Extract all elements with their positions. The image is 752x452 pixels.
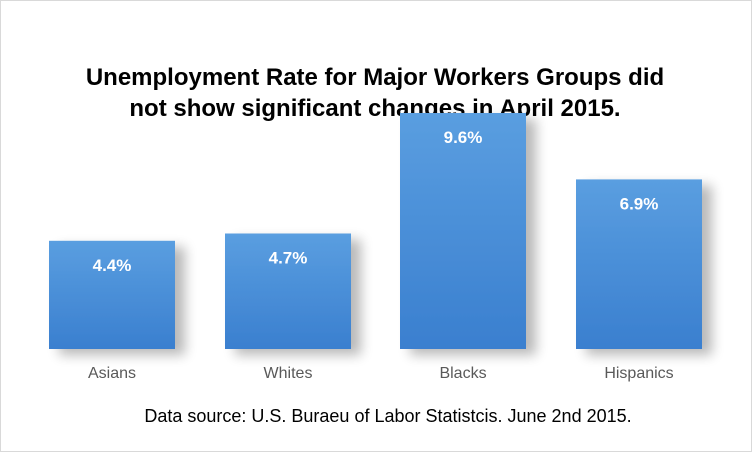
data-label-whites: 4.7% [269, 249, 308, 268]
chart-title-line-1: Unemployment Rate for Major Workers Grou… [85, 64, 665, 91]
bars-group [49, 113, 702, 349]
chart-title-line-2: not show significant changes in April 20… [129, 95, 621, 122]
x-tick-label-asians: Asians [88, 365, 136, 382]
x-tick-label-whites: Whites [264, 365, 313, 382]
data-label-hispanics: 6.9% [620, 194, 659, 213]
bar-hispanics [576, 179, 702, 349]
data-label-asians: 4.4% [93, 256, 132, 275]
bar-whites [225, 233, 351, 349]
chart-title: Unemployment Rate for Major Workers Grou… [0, 62, 750, 124]
x-tick-label-hispanics: Hispanics [604, 365, 673, 382]
bar-blacks [400, 113, 526, 349]
source-note: Data source: U.S. Buraeu of Labor Statis… [144, 406, 632, 426]
bar-asians [49, 240, 175, 349]
x-tick-label-blacks: Blacks [439, 365, 486, 382]
data-labels-group: 4.4% 4.7% 9.6% 6.9% [93, 128, 659, 275]
x-axis-tick-labels: Asians Whites Blacks Hispanics [88, 365, 674, 382]
data-label-blacks: 9.6% [444, 128, 483, 147]
